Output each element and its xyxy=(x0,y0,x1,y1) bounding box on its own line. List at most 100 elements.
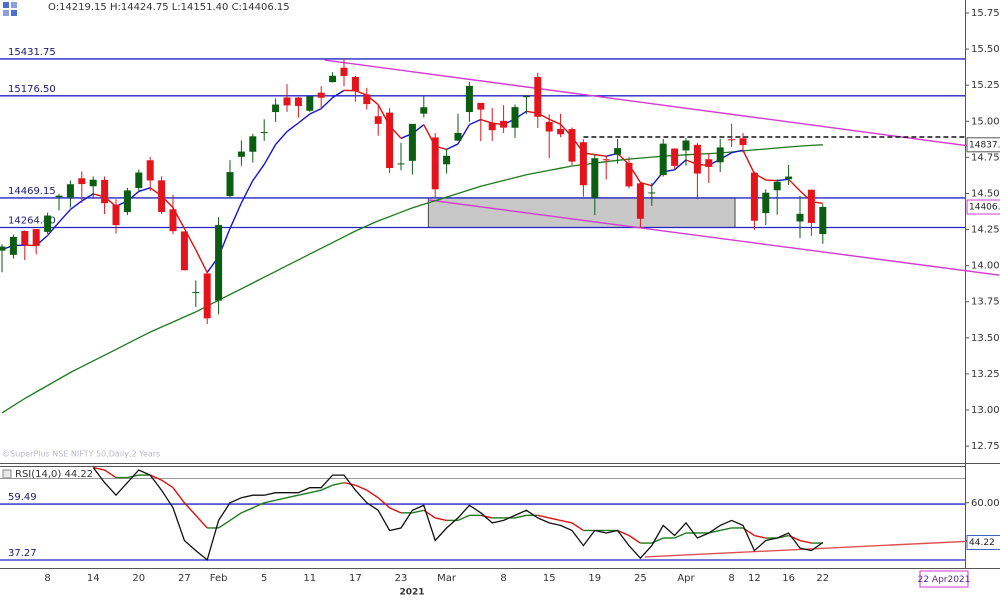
candle-body xyxy=(215,225,223,301)
candle-body xyxy=(477,102,485,110)
toolbar-icon[interactable] xyxy=(11,2,17,8)
candle-body xyxy=(329,75,337,83)
line-segment xyxy=(263,144,277,165)
candle-body xyxy=(260,132,268,134)
y-tick-label: 14.75K xyxy=(971,152,1000,163)
candle-body xyxy=(488,122,496,131)
candle-body xyxy=(9,236,17,255)
candle-body xyxy=(21,231,29,245)
line-segment xyxy=(628,534,641,544)
line-segment xyxy=(754,534,766,539)
x-tick-label: 8 xyxy=(44,573,50,584)
x-tick-label: Feb xyxy=(210,573,228,584)
line-segment xyxy=(594,153,607,157)
level-label: 14469.15 xyxy=(8,186,56,197)
candle-body xyxy=(739,138,747,146)
line-segment xyxy=(435,517,447,522)
line-segment xyxy=(264,499,276,504)
candle-body xyxy=(192,292,200,294)
y-tick-label: 13.00K xyxy=(971,405,1000,416)
candle-body xyxy=(283,97,291,106)
candle-body xyxy=(591,158,599,198)
candle-body xyxy=(682,140,690,151)
line-segment xyxy=(343,481,356,486)
line-segment xyxy=(195,249,208,273)
candle-body xyxy=(180,231,188,271)
line-segment xyxy=(218,519,231,529)
line-segment xyxy=(138,187,151,193)
x-tick-label: 17 xyxy=(349,573,362,584)
line-segment xyxy=(617,152,630,165)
candle-body xyxy=(796,213,804,222)
line-segment xyxy=(286,494,299,499)
line-segment xyxy=(275,497,288,501)
candle-body xyxy=(226,172,234,197)
candle-body xyxy=(294,97,302,106)
candle-body xyxy=(545,121,553,132)
candle-body xyxy=(716,147,724,163)
watermark: ©SuperPlus NSE NIFTY 50,Daily,2 Years xyxy=(2,450,160,459)
line-segment xyxy=(480,118,493,124)
x-tick-label: 8 xyxy=(500,573,506,584)
y-tick-label: 12.75K xyxy=(971,441,1000,452)
candle-body xyxy=(557,128,565,135)
x-tick-label: 27 xyxy=(178,573,191,584)
line-segment xyxy=(81,193,94,202)
candle-body xyxy=(728,139,736,141)
candle-body xyxy=(89,179,97,187)
line-segment xyxy=(469,118,482,126)
y-tick-label: 14.00K xyxy=(971,261,1000,272)
line-segment xyxy=(286,122,299,133)
line-segment xyxy=(104,469,117,479)
pane-icon[interactable] xyxy=(2,469,12,479)
candle-body xyxy=(123,190,131,213)
candle-body xyxy=(249,136,257,152)
candle-body xyxy=(55,195,63,198)
y-tick-label: 14.50K xyxy=(971,188,1000,199)
y-tick-label: 13.50K xyxy=(971,333,1000,344)
candle-body xyxy=(272,104,280,113)
line-segment xyxy=(457,514,470,522)
x-tick-label: 15 xyxy=(543,573,556,584)
x-tick-label: Mar xyxy=(437,573,457,584)
line-segment xyxy=(788,178,801,192)
line-segment xyxy=(241,507,254,514)
candle-body xyxy=(317,92,325,98)
line-segment xyxy=(161,479,174,489)
x-tick-label: 22 xyxy=(816,573,829,584)
y-tick-label: 15.50K xyxy=(971,44,1000,55)
level-label: 15176.50 xyxy=(8,84,56,95)
line-segment xyxy=(537,514,550,519)
x-tick-label: 20 xyxy=(132,573,145,584)
candle-body xyxy=(374,116,382,124)
candle-body xyxy=(819,207,827,235)
line-segment xyxy=(720,527,732,532)
line-segment xyxy=(149,474,162,481)
line-segment xyxy=(240,180,254,204)
y-tick-label: 13.75K xyxy=(971,297,1000,308)
toolbar-icon[interactable] xyxy=(3,10,9,16)
line-segment xyxy=(252,164,265,182)
candle-body xyxy=(397,163,405,165)
candle-body xyxy=(386,112,394,169)
candle-body xyxy=(340,67,348,76)
candle-body xyxy=(454,132,462,141)
candle-body xyxy=(522,96,530,98)
y-tick-label: 14.25K xyxy=(971,225,1000,236)
candle-body xyxy=(306,96,314,111)
line-segment xyxy=(252,502,265,509)
toolbar-icon[interactable] xyxy=(3,2,9,8)
line-segment xyxy=(674,532,687,539)
candle-body xyxy=(363,94,371,105)
toolbar-icon[interactable] xyxy=(11,10,17,16)
line-segment xyxy=(195,514,208,529)
line-segment xyxy=(275,131,288,145)
x-tick-label: 8 xyxy=(728,573,734,584)
x-tick-label: 16 xyxy=(782,573,795,584)
line-segment xyxy=(332,89,345,99)
line-segment xyxy=(640,181,652,187)
candle-body xyxy=(146,160,154,181)
candle-body xyxy=(135,172,143,188)
line-segment xyxy=(355,484,368,491)
